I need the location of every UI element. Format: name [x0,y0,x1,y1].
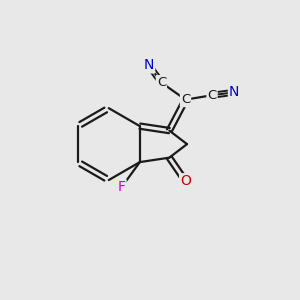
Text: N: N [229,85,239,99]
Text: C: C [181,93,190,106]
Text: C: C [207,89,217,102]
Text: N: N [144,58,154,73]
Text: C: C [157,76,166,89]
Text: O: O [180,174,191,188]
Text: F: F [118,180,126,194]
